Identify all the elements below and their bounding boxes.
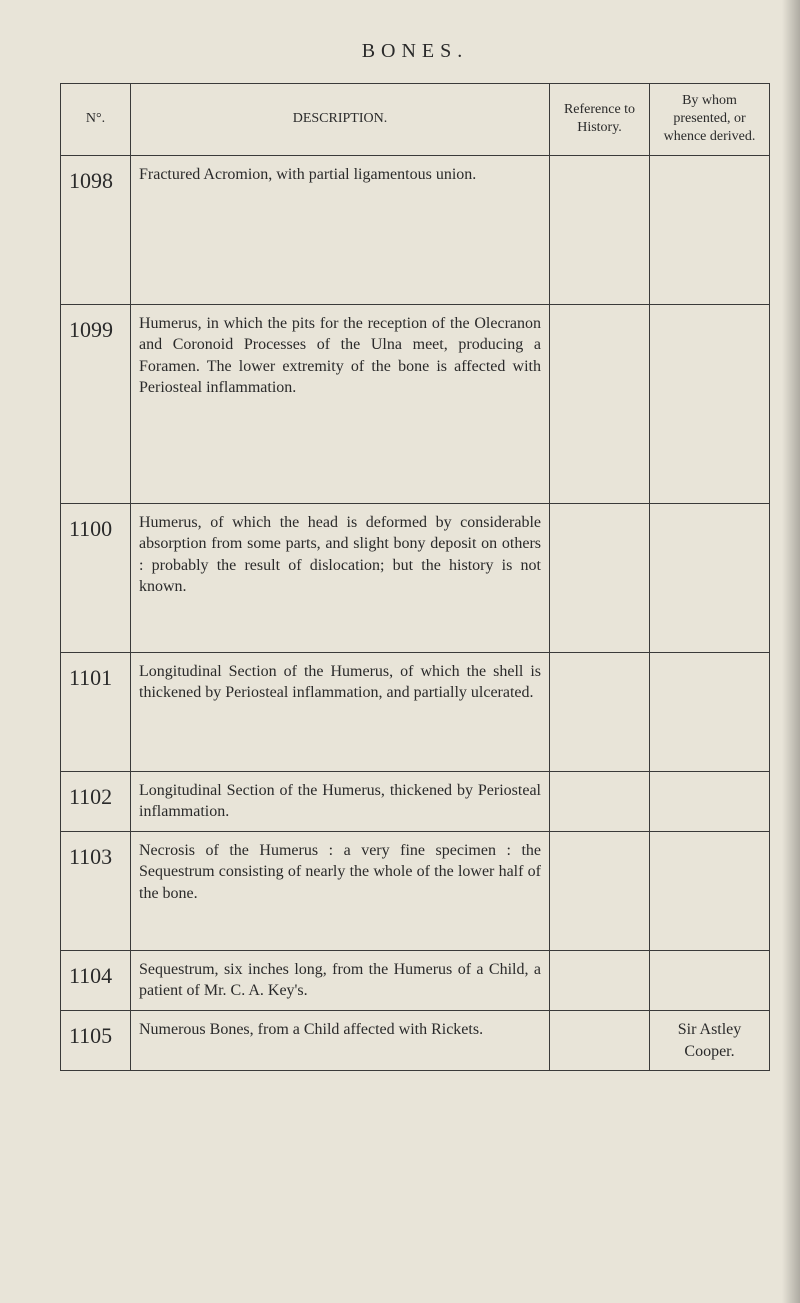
cell-whom: Sir Astley Cooper. — [650, 1010, 770, 1070]
table-row: 1105 Numerous Bones, from a Child affect… — [61, 1010, 770, 1070]
cell-no: 1103 — [61, 831, 131, 950]
cell-ref — [550, 831, 650, 950]
cell-ref — [550, 771, 650, 831]
cell-ref — [550, 503, 650, 652]
cell-ref — [550, 1010, 650, 1070]
header-description: DESCRIPTION. — [131, 84, 550, 156]
cell-whom — [650, 950, 770, 1010]
table-row: 1101 Longitudinal Section of the Humerus… — [61, 652, 770, 771]
cell-ref — [550, 950, 650, 1010]
cell-whom — [650, 304, 770, 503]
table-row: 1104 Sequestrum, six inches long, from t… — [61, 950, 770, 1010]
cell-desc: Numerous Bones, from a Child affected wi… — [131, 1010, 550, 1070]
cell-ref — [550, 652, 650, 771]
cell-desc: Longitudinal Section of the Humerus, thi… — [131, 771, 550, 831]
table-header-row: N°. DESCRIPTION. Reference to History. B… — [61, 84, 770, 156]
table-row: 1100 Humerus, of which the head is defor… — [61, 503, 770, 652]
table-row: 1103 Necrosis of the Humerus : a very fi… — [61, 831, 770, 950]
cell-desc: Longitudinal Section of the Humerus, of … — [131, 652, 550, 771]
table-row: 1099 Humerus, in which the pits for the … — [61, 304, 770, 503]
cell-no: 1105 — [61, 1010, 131, 1070]
page-shadow — [782, 0, 800, 1303]
page-title: BONES. — [60, 40, 770, 63]
cell-whom — [650, 652, 770, 771]
table-row: 1102 Longitudinal Section of the Humerus… — [61, 771, 770, 831]
cell-whom — [650, 771, 770, 831]
cell-no: 1098 — [61, 155, 131, 304]
cell-no: 1099 — [61, 304, 131, 503]
cell-whom — [650, 155, 770, 304]
cell-ref — [550, 155, 650, 304]
cell-whom — [650, 831, 770, 950]
header-bywhom: By whom presented, or whence derived. — [650, 84, 770, 156]
cell-desc: Humerus, of which the head is deformed b… — [131, 503, 550, 652]
cell-no: 1104 — [61, 950, 131, 1010]
cell-whom — [650, 503, 770, 652]
cell-desc: Humerus, in which the pits for the recep… — [131, 304, 550, 503]
cell-desc: Necrosis of the Humerus : a very fine sp… — [131, 831, 550, 950]
table-row: 1098 Fractured Acromion, with partial li… — [61, 155, 770, 304]
catalog-table: N°. DESCRIPTION. Reference to History. B… — [60, 83, 770, 1071]
header-no: N°. — [61, 84, 131, 156]
cell-desc: Fractured Acromion, with partial ligamen… — [131, 155, 550, 304]
cell-ref — [550, 304, 650, 503]
cell-desc: Sequestrum, six inches long, from the Hu… — [131, 950, 550, 1010]
cell-no: 1101 — [61, 652, 131, 771]
cell-no: 1100 — [61, 503, 131, 652]
page: BONES. N°. DESCRIPTION. Reference to His… — [0, 0, 800, 1303]
header-reference: Reference to History. — [550, 84, 650, 156]
cell-no: 1102 — [61, 771, 131, 831]
